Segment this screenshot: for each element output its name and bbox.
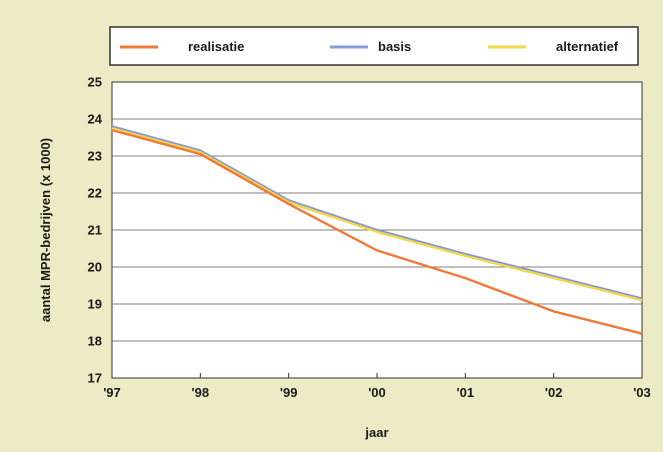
x-tick-label: '98 (192, 385, 210, 400)
y-tick-label: 18 (88, 334, 102, 349)
legend-label-basis: basis (378, 39, 411, 54)
legend-label-realisatie: realisatie (188, 39, 244, 54)
x-tick-label: '01 (457, 385, 475, 400)
x-tick-label: '02 (545, 385, 563, 400)
legend-box (109, 26, 639, 66)
x-axis-title: jaar (364, 425, 388, 440)
series-line-basis (111, 125, 643, 300)
y-tick-label: 23 (88, 149, 102, 164)
y-tick-label: 19 (88, 297, 102, 312)
legend-label-alternatief: alternatief (556, 39, 619, 54)
y-tick-label: 20 (88, 260, 102, 275)
x-tick-label: '03 (633, 385, 651, 400)
x-tick-label: '99 (280, 385, 298, 400)
x-tick-label: '00 (368, 385, 386, 400)
y-tick-label: 24 (88, 112, 103, 127)
y-tick-label: 22 (88, 186, 102, 201)
series-line-alternatief (111, 127, 643, 302)
y-tick-label: 21 (88, 223, 102, 238)
y-axis-title: aantal MPR-bedrijven (x 1000) (38, 138, 53, 322)
legend: realisatie basis alternatief (120, 39, 619, 54)
series-line-realisatie (111, 128, 643, 335)
x-tick-label: '97 (103, 385, 121, 400)
series-layer (111, 125, 643, 335)
y-tick-label: 25 (88, 75, 102, 90)
y-axis-ticks: 17 18 19 20 21 22 23 24 25 (88, 75, 103, 386)
x-axis-ticks: '97 '98 '99 '00 '01 '02 '03 (103, 373, 651, 400)
y-tick-label: 17 (88, 371, 102, 386)
